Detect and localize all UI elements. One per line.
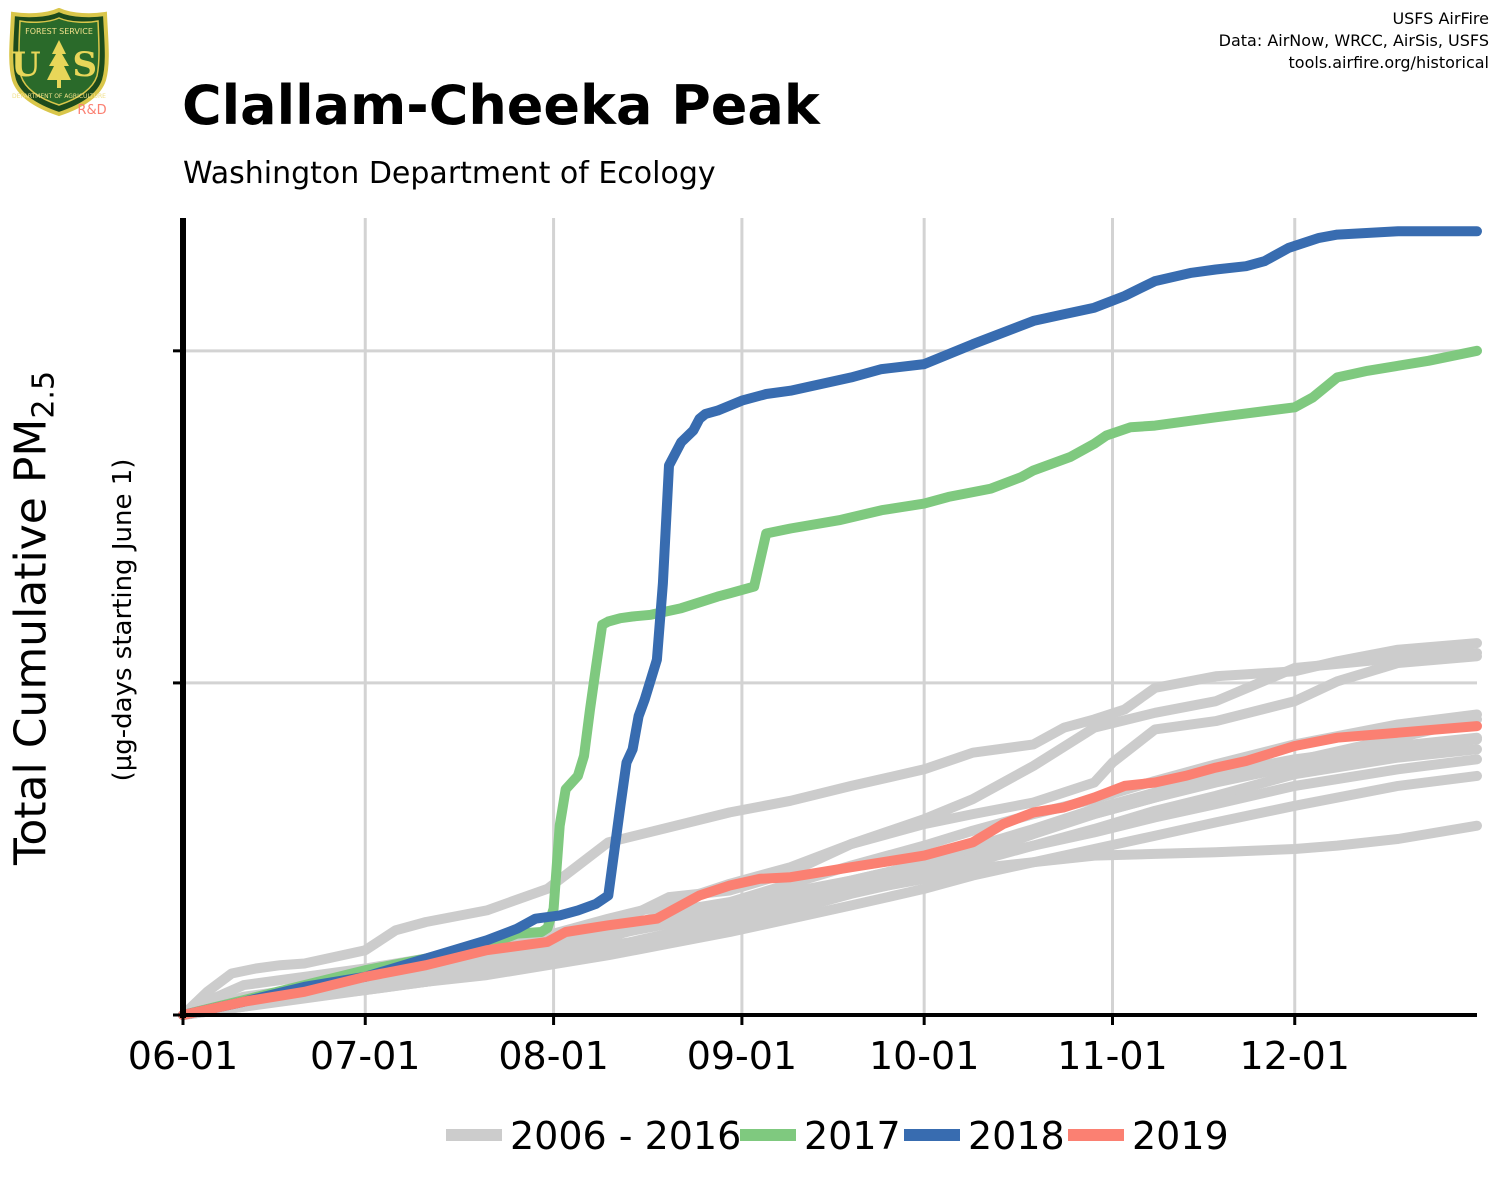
series-line-historical bbox=[178, 651, 1482, 1020]
chart-subtitle: Washington Department of Ecology bbox=[183, 156, 716, 191]
credit-line: Data: AirNow, WRCC, AirSis, USFS bbox=[1218, 31, 1489, 50]
x-tick-label: 10-01 bbox=[869, 1034, 979, 1078]
series-line-2019 bbox=[178, 721, 1482, 1020]
legend-label-historical: 2006 - 2016 bbox=[510, 1114, 741, 1158]
credit-line: USFS AirFire bbox=[1392, 9, 1489, 28]
series-line-2018 bbox=[178, 226, 1482, 1020]
series-line-historical bbox=[178, 638, 1482, 1020]
series-line-historical bbox=[178, 820, 1482, 1020]
x-tick-label: 08-01 bbox=[498, 1034, 608, 1078]
logo-top-text: FOREST SERVICE bbox=[25, 27, 93, 36]
legend: 2006 - 2016 2017 2018 2019 bbox=[446, 1114, 1229, 1158]
series-line-2017 bbox=[178, 345, 1482, 1020]
x-tick-label: 06-01 bbox=[128, 1034, 238, 1078]
credit-line: tools.airfire.org/historical bbox=[1288, 53, 1489, 72]
logo-bottom-text: DEPARTMENT OF AGRICULTURE bbox=[12, 93, 106, 100]
legend-label-2019: 2019 bbox=[1132, 1114, 1229, 1158]
legend-label-2017: 2017 bbox=[804, 1114, 901, 1158]
x-tick-label: 11-01 bbox=[1057, 1034, 1167, 1078]
logo-rd-badge: R&D bbox=[77, 103, 106, 118]
axes-layer: 06-01 07-01 08-01 09-01 10-01 11-01 12-01 bbox=[128, 218, 1477, 1078]
chart-title: Clallam-Cheeka Peak bbox=[182, 74, 820, 137]
legend-label-2018: 2018 bbox=[968, 1114, 1065, 1158]
x-tick-label: 09-01 bbox=[687, 1034, 797, 1078]
series-layer bbox=[178, 226, 1482, 1020]
forest-service-shield-logo: FOREST SERVICE U S DEPARTMENT OF AGRICUL… bbox=[9, 8, 109, 118]
x-tick-label: 12-01 bbox=[1240, 1034, 1350, 1078]
pine-tree-icon bbox=[47, 40, 71, 88]
credits-block: USFS AirFire Data: AirNow, WRCC, AirSis,… bbox=[1219, 8, 1489, 74]
x-tick-label: 07-01 bbox=[310, 1034, 420, 1078]
